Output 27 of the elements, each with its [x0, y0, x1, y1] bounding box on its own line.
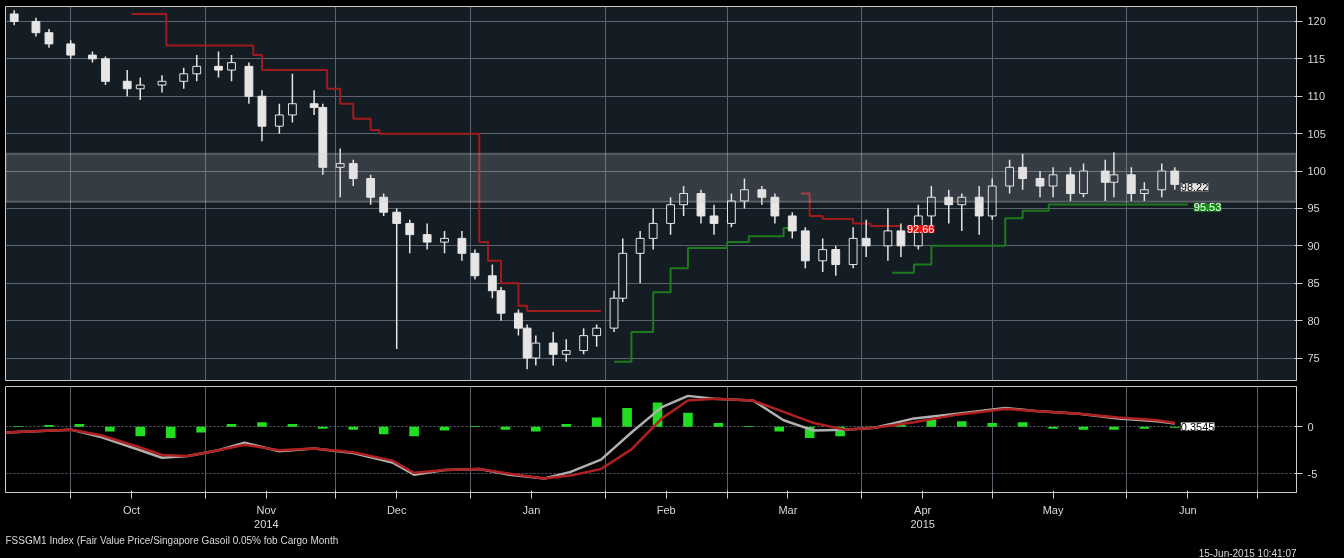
x-tick-label: Jan [522, 503, 541, 516]
text: 15-Jun-2015 10:41:07 [1198, 547, 1297, 558]
x-tick-label: Dec [386, 503, 407, 516]
x-tick-label: May [1042, 503, 1064, 516]
y-tick-label: 120 [1307, 15, 1326, 28]
y-tick-label: 105 [1307, 127, 1326, 140]
x-tick-label: Oct [123, 503, 141, 516]
annotation: 0.3545 [1180, 420, 1215, 433]
annotation: 95.53 [1193, 201, 1222, 214]
y-tick-label: 75 [1307, 352, 1320, 365]
x-tick-label: Jun [1178, 503, 1197, 516]
y-tick-label: 90 [1307, 239, 1320, 252]
y-tick-label: 95 [1307, 202, 1320, 215]
y-tick-label: 85 [1307, 277, 1320, 290]
text: FSSGM1 Index (Fair Value Price/Singapore Gasoil 0.05% fob Cargo Month [5, 534, 339, 546]
annotation: 92.66 [906, 222, 935, 235]
annotation: 98.22 [1180, 181, 1209, 194]
x-tick-label: Nov 2014 [254, 503, 279, 530]
y-tick-label: 100 [1307, 165, 1326, 178]
x-tick-label: Mar [778, 503, 798, 516]
x-tick-label: Feb [656, 503, 676, 516]
y-tick-label: -5 [1307, 467, 1318, 480]
y-tick-label: 115 [1307, 52, 1326, 65]
y-tick-label: 0 [1307, 420, 1314, 433]
x-tick-label: Apr 2015 [910, 503, 935, 530]
y-tick-label: 110 [1307, 90, 1326, 103]
y-tick-label: 80 [1307, 314, 1320, 327]
